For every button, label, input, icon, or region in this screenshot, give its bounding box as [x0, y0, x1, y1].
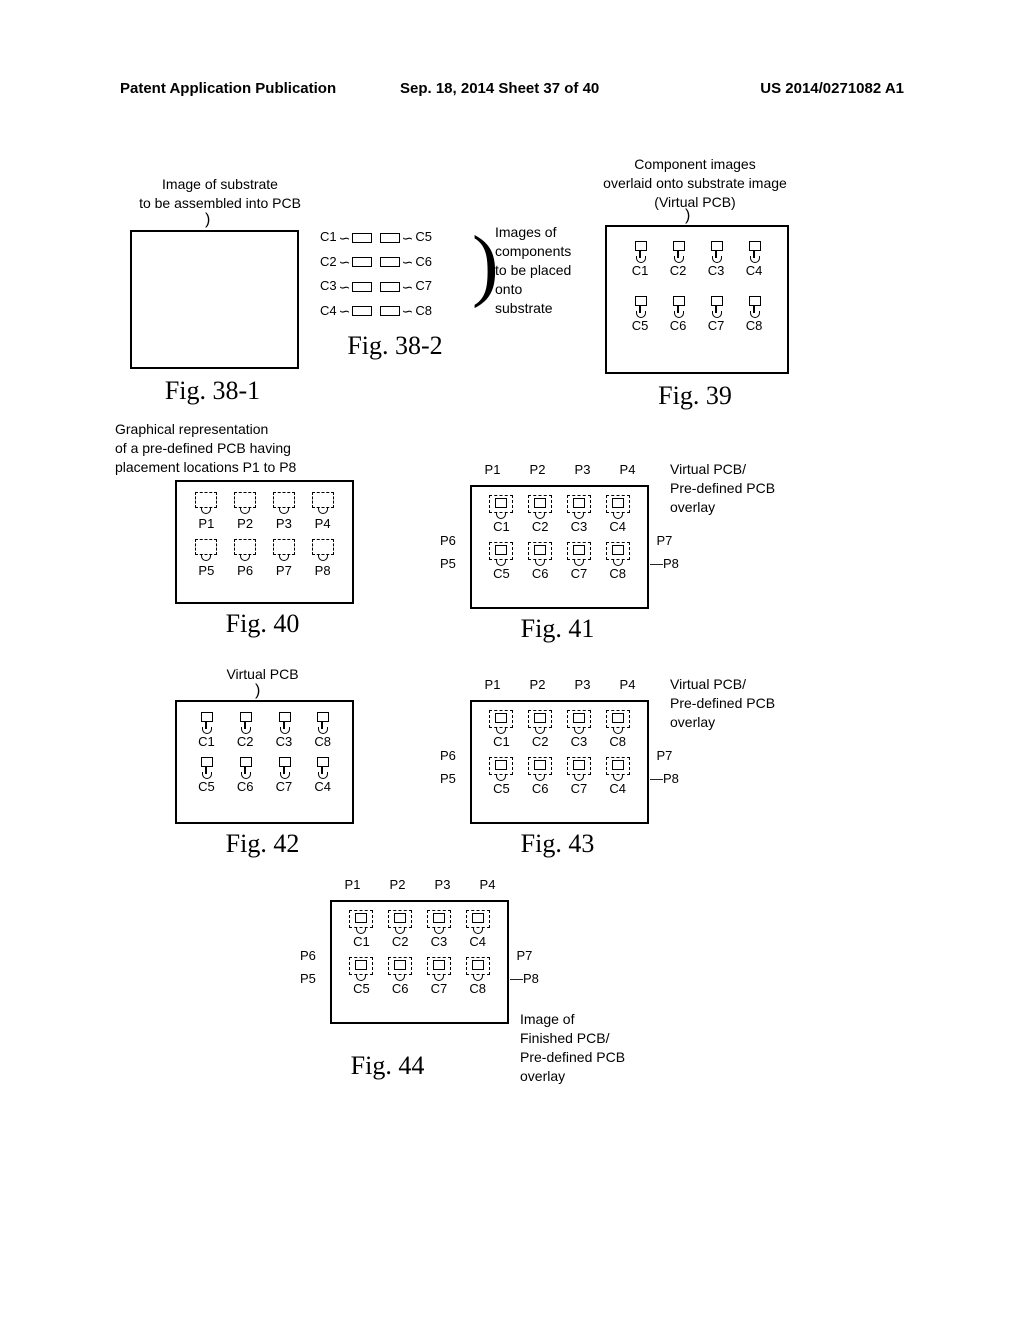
overlay-icon — [528, 710, 552, 734]
overlay-icon — [528, 495, 552, 519]
overlay-icon — [606, 495, 630, 519]
overlay-icon — [606, 757, 630, 781]
fig42-label: Fig. 42 — [175, 829, 350, 859]
component-icon — [708, 241, 724, 263]
fig41-right-p: P7 —P8 — [650, 533, 679, 571]
fig41-top-p: P1 P2 P3 P4 — [470, 462, 650, 477]
overlay-icon — [606, 710, 630, 734]
component-icon — [746, 296, 762, 318]
fig39-caption: Component images overlaid onto substrate… — [565, 155, 825, 212]
header-right: US 2014/0271082 A1 — [760, 80, 904, 97]
component-icon — [237, 712, 253, 734]
overlay-icon — [427, 957, 451, 981]
fig38-1-box — [130, 230, 299, 369]
component-icon — [276, 757, 292, 779]
overlay-icon — [606, 542, 630, 566]
placement-icon — [312, 492, 334, 516]
component-icon — [198, 712, 214, 734]
component-icon — [746, 241, 762, 263]
overlay-icon — [427, 910, 451, 934]
component-icon — [276, 712, 292, 734]
header-center: Sep. 18, 2014 Sheet 37 of 40 — [400, 80, 599, 97]
pointer-icon: ) — [255, 682, 260, 700]
overlay-icon — [528, 757, 552, 781]
component-icon — [708, 296, 724, 318]
overlay-icon — [388, 957, 412, 981]
component-icon — [314, 757, 330, 779]
fig42-caption: Virtual PCB — [175, 665, 350, 684]
overlay-icon — [567, 542, 591, 566]
fig43-right-p: P7 —P8 — [650, 748, 679, 786]
fig44-box: C1 C2 C3 C4 C5 C6 C7 C8 — [330, 900, 509, 1024]
overlay-icon — [567, 710, 591, 734]
patent-page: Patent Application Publication Sep. 18, … — [0, 0, 1024, 1320]
placement-icon — [312, 539, 334, 563]
placement-icon — [234, 492, 256, 516]
fig38-2-grid: C1∽ ∽C5 C2∽ ∽C6 C3∽ ∽C7 C4∽ ∽C8 — [320, 225, 470, 323]
placement-icon — [195, 539, 217, 563]
fig38-1-label: Fig. 38-1 — [130, 376, 295, 406]
placement-icon — [195, 492, 217, 516]
fig43-side: Virtual PCB/ Pre-defined PCB overlay — [670, 675, 820, 732]
fig41-label: Fig. 41 — [470, 614, 645, 644]
overlay-icon — [466, 910, 490, 934]
fig40-box: P1 P2 P3 P4 P5 P6 P7 P8 — [175, 480, 354, 604]
fig40-caption: Graphical representation of a pre-define… — [115, 420, 345, 477]
component-icon — [632, 296, 648, 318]
overlay-icon — [489, 495, 513, 519]
fig41-left-p: P6 P5 — [440, 533, 456, 571]
pointer-icon: ) — [205, 211, 210, 229]
component-icon — [632, 241, 648, 263]
component-icon — [237, 757, 253, 779]
fig38-2-side: Images of components to be placed onto s… — [495, 223, 595, 317]
component-icon — [670, 241, 686, 263]
fig41-side: Virtual PCB/ Pre-defined PCB overlay — [670, 460, 820, 517]
placement-icon — [234, 539, 256, 563]
fig44-side: Image of Finished PCB/ Pre-defined PCB o… — [520, 1010, 670, 1086]
placement-icon — [273, 492, 295, 516]
fig44-top-p: P1 P2 P3 P4 — [330, 877, 510, 892]
fig39-box: C1 C2 C3 C4 C5 C6 C7 C8 — [605, 225, 789, 374]
overlay-icon — [489, 710, 513, 734]
overlay-icon — [567, 757, 591, 781]
overlay-icon — [567, 495, 591, 519]
fig39-label: Fig. 39 — [605, 381, 785, 411]
fig44-label: Fig. 44 — [300, 1051, 475, 1081]
component-icon — [670, 296, 686, 318]
fig38-2-label: Fig. 38-2 — [320, 331, 470, 361]
overlay-icon — [489, 757, 513, 781]
fig42-box: C1 C2 C3 C8 C5 C6 C7 C4 — [175, 700, 354, 824]
fig44-left-p: P6 P5 — [300, 948, 316, 986]
fig40-label: Fig. 40 — [175, 609, 350, 639]
pointer-icon: ) — [685, 207, 690, 225]
fig43-label: Fig. 43 — [470, 829, 645, 859]
header-left: Patent Application Publication — [120, 80, 336, 97]
fig43-box: C1 C2 C3 C8 C5 C6 C7 C4 — [470, 700, 649, 824]
component-icon — [314, 712, 330, 734]
fig43-top-p: P1 P2 P3 P4 — [470, 677, 650, 692]
overlay-icon — [466, 957, 490, 981]
fig43-left-p: P6 P5 — [440, 748, 456, 786]
fig38-1-caption: Image of substrate to be assembled into … — [120, 175, 320, 213]
fig41-box: C1 C2 C3 C4 C5 C6 C7 C8 — [470, 485, 649, 609]
overlay-icon — [489, 542, 513, 566]
overlay-icon — [388, 910, 412, 934]
overlay-icon — [349, 957, 373, 981]
overlay-icon — [349, 910, 373, 934]
placement-icon — [273, 539, 295, 563]
overlay-icon — [528, 542, 552, 566]
component-icon — [198, 757, 214, 779]
fig44-right-p: P7 —P8 — [510, 948, 539, 986]
